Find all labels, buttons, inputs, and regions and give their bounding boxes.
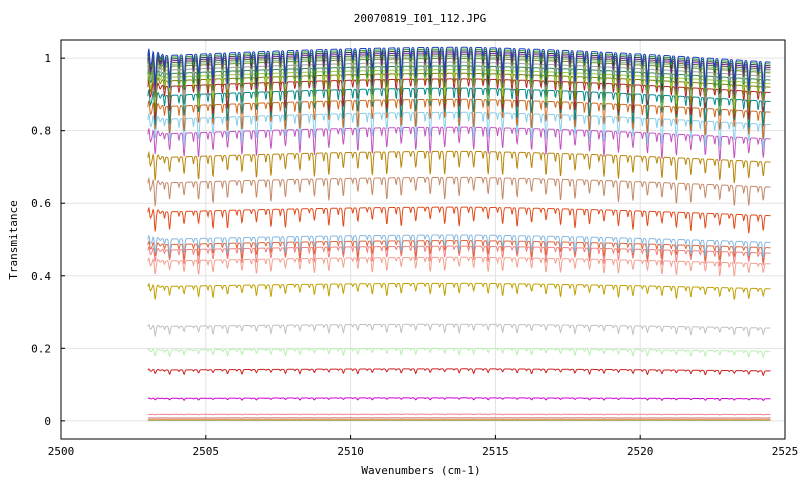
series-line bbox=[147, 111, 771, 150]
series-line bbox=[147, 150, 771, 184]
series-line bbox=[147, 282, 771, 300]
series-line bbox=[147, 176, 771, 207]
x-tick-label: 2505 bbox=[193, 445, 220, 458]
y-axis-ticks: 0 0.2 0.4 0.6 0.8 1 bbox=[31, 52, 65, 428]
series-line bbox=[147, 239, 771, 263]
series-line bbox=[147, 206, 771, 234]
series-line bbox=[147, 234, 771, 258]
x-axis-label: Wavenumbers (cm-1) bbox=[361, 464, 480, 477]
series-line bbox=[147, 126, 771, 162]
y-tick-label: 0.8 bbox=[31, 125, 51, 138]
y-tick-label: 0.2 bbox=[31, 342, 51, 355]
series-line bbox=[147, 413, 771, 416]
series-line bbox=[147, 57, 771, 102]
series-layer bbox=[147, 46, 771, 422]
series-line bbox=[147, 323, 771, 338]
series-line bbox=[147, 368, 771, 377]
x-axis-ticks: 2500 2505 2510 2515 2520 2525 bbox=[48, 435, 799, 458]
series-line bbox=[147, 256, 771, 277]
series-line bbox=[147, 347, 771, 359]
x-tick-label: 2525 bbox=[772, 445, 799, 458]
series-line bbox=[147, 72, 771, 115]
plot-frame bbox=[60, 39, 786, 440]
series-line bbox=[147, 245, 771, 267]
x-tick-label: 2520 bbox=[627, 445, 654, 458]
y-tick-label: 0.4 bbox=[31, 270, 51, 283]
series-line bbox=[147, 87, 771, 129]
series-line bbox=[147, 78, 771, 120]
x-tick-label: 2515 bbox=[482, 445, 509, 458]
x-tick-label: 2510 bbox=[337, 445, 364, 458]
series-line bbox=[147, 46, 771, 93]
y-tick-label: 0 bbox=[44, 415, 51, 428]
y-tick-label: 0.6 bbox=[31, 197, 51, 210]
series-line bbox=[147, 397, 771, 402]
y-tick-label: 1 bbox=[44, 52, 51, 65]
series-line bbox=[147, 98, 771, 140]
chart-title: 20070819_I01_112.JPG bbox=[354, 12, 486, 25]
y-axis-label: Transmitance bbox=[7, 200, 20, 279]
x-tick-label: 2500 bbox=[48, 445, 75, 458]
